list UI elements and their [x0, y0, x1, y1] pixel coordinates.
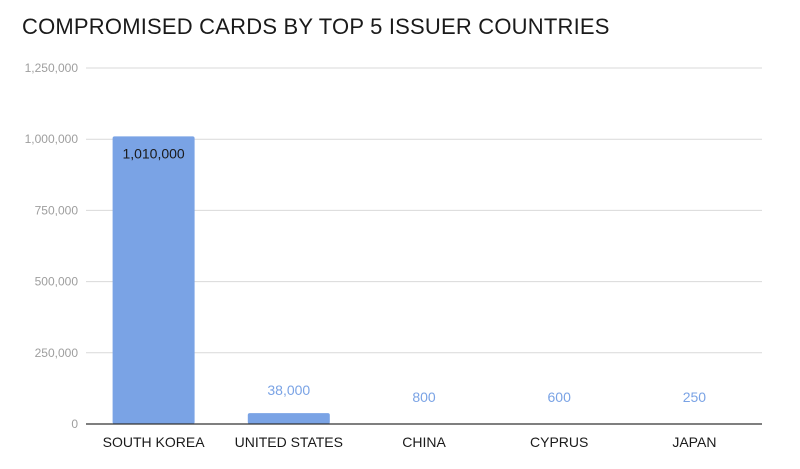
chart-title: COMPROMISED CARDS BY TOP 5 ISSUER COUNTR… — [22, 14, 610, 39]
x-tick-label: SOUTH KOREA — [103, 434, 206, 450]
y-tick-label: 500,000 — [35, 275, 79, 289]
x-tick-label: CYPRUS — [530, 434, 588, 450]
x-tick-label: CHINA — [402, 434, 446, 450]
y-tick-label: 250,000 — [35, 346, 79, 360]
data-label: 1,010,000 — [122, 145, 184, 161]
x-tick-label: JAPAN — [672, 434, 716, 450]
y-tick-label: 1,000,000 — [25, 132, 79, 146]
y-tick-label: 0 — [71, 417, 78, 431]
data-label: 38,000 — [267, 382, 310, 398]
x-tick-label: UNITED STATES — [235, 434, 343, 450]
data-label: 250 — [683, 389, 707, 405]
y-tick-label: 1,250,000 — [25, 61, 79, 75]
bar — [112, 136, 195, 425]
data-label: 800 — [412, 389, 436, 405]
bar — [247, 413, 330, 424]
data-label: 600 — [548, 389, 572, 405]
y-tick-label: 750,000 — [35, 203, 79, 217]
